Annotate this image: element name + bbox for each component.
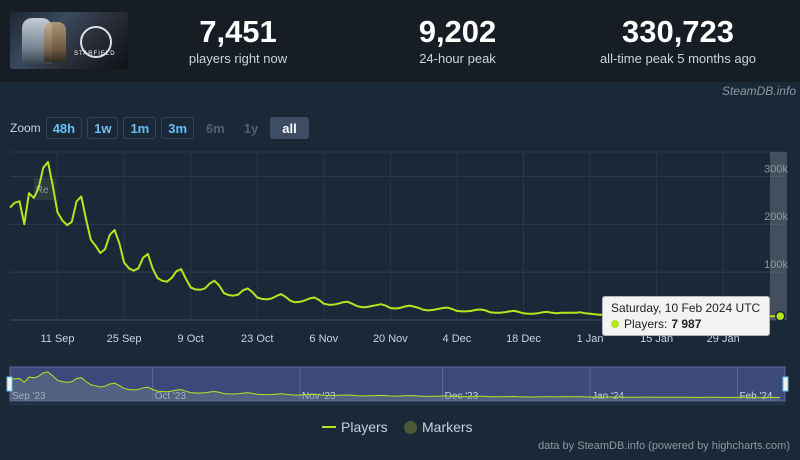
release-marker-label: Re — [36, 185, 49, 196]
legend-label: Players — [341, 419, 388, 435]
x-tick-label: 6 Nov — [309, 333, 338, 345]
zoom-label: Zoom — [10, 121, 41, 135]
y-tick-label: 300k — [764, 163, 788, 175]
stat-label: 24-hour peak — [419, 51, 496, 66]
x-tick-label: 1 Jan — [577, 333, 604, 345]
navigator-tick-label: Oct '23 — [155, 391, 187, 402]
stat-current-players: 7,451 players right now — [188, 14, 288, 67]
highcharts-credit[interactable]: data by SteamDB.info (powered by highcha… — [538, 440, 790, 452]
tooltip-date: Saturday, 10 Feb 2024 UTC — [611, 301, 761, 315]
x-tick-label: 20 Nov — [373, 333, 408, 345]
zoom-button-1m[interactable]: 1m — [123, 117, 157, 139]
x-tick-label: 4 Dec — [443, 333, 472, 345]
x-tick-label: 11 Sep — [41, 333, 75, 345]
tooltip-row: Players: 7 987 — [611, 316, 761, 332]
character-figure — [44, 22, 66, 62]
zoom-button-6m: 6m — [206, 121, 225, 136]
x-tick-label: 15 Jan — [640, 333, 673, 345]
navigator-tick-label: Nov '23 — [302, 391, 336, 402]
starfield-logo-icon — [80, 26, 112, 58]
tooltip-series-dot-icon — [611, 320, 619, 328]
steamdb-credit-link[interactable]: SteamDB.info — [721, 84, 796, 98]
zoom-button-1w[interactable]: 1w — [87, 117, 119, 139]
navigator-background — [10, 367, 785, 401]
game-capsule-image[interactable]: STARFIELD — [10, 12, 128, 69]
hover-crosshair — [770, 152, 787, 320]
navigator-series-area — [10, 372, 781, 401]
hovered-point — [774, 310, 786, 322]
navigator-tick-label: Sep '23 — [12, 391, 46, 402]
game-logo-text: STARFIELD — [74, 51, 116, 57]
legend-item-players[interactable]: Players — [322, 418, 388, 436]
chart-legend: Players Markers — [0, 418, 800, 436]
players-series-line — [9, 161, 781, 318]
stat-value: 9,202 — [418, 14, 497, 49]
navigator-tick-label: Jan '24 — [592, 391, 624, 402]
legend-label: Markers — [422, 419, 473, 435]
navigator-series-line — [9, 371, 781, 398]
stat-value: 330,723 — [621, 14, 735, 49]
stat-all-time-peak: 330,723 all-time peak 5 months ago — [588, 14, 768, 67]
legend-item-markers[interactable]: Markers — [404, 418, 473, 436]
zoom-button-3m[interactable]: 3m — [161, 117, 195, 139]
x-tick-label: 29 Jan — [707, 333, 740, 345]
stat-label: all-time peak 5 months ago — [599, 51, 757, 66]
stat-value: 7,451 — [199, 14, 277, 49]
stat-label: players right now — [188, 51, 288, 66]
zoom-button-48h[interactable]: 48h — [45, 117, 83, 139]
x-tick-label: 25 Sep — [107, 333, 142, 345]
x-tick-label: 23 Oct — [241, 333, 273, 345]
zoom-bar: Zoom 48h 1w 1m 3m 6m 1y all — [10, 116, 314, 140]
chart-tooltip: Saturday, 10 Feb 2024 UTC Players: 7 987 — [602, 296, 770, 336]
navigator-handle-right — [782, 376, 789, 392]
line-series-icon — [322, 426, 336, 428]
x-tick-label: 9 Oct — [178, 333, 204, 345]
tooltip-value: 7 987 — [671, 317, 702, 331]
y-tick-label: 200k — [764, 211, 788, 223]
navigator-handle-left — [6, 376, 13, 392]
zoom-button-1y: 1y — [243, 121, 259, 136]
x-tick-label: 18 Dec — [506, 333, 541, 345]
tooltip-series-label: Players: — [624, 317, 668, 331]
marker-series-icon — [404, 420, 417, 434]
zoom-button-all[interactable]: all — [270, 117, 309, 139]
y-tick-label: 100k — [764, 259, 788, 271]
navigator-tick-label: Feb '24 — [739, 391, 772, 402]
stat-24h-peak: 9,202 24-hour peak — [395, 14, 520, 67]
stats-header: STARFIELD 7,451 players right now 9,202 … — [0, 0, 800, 82]
